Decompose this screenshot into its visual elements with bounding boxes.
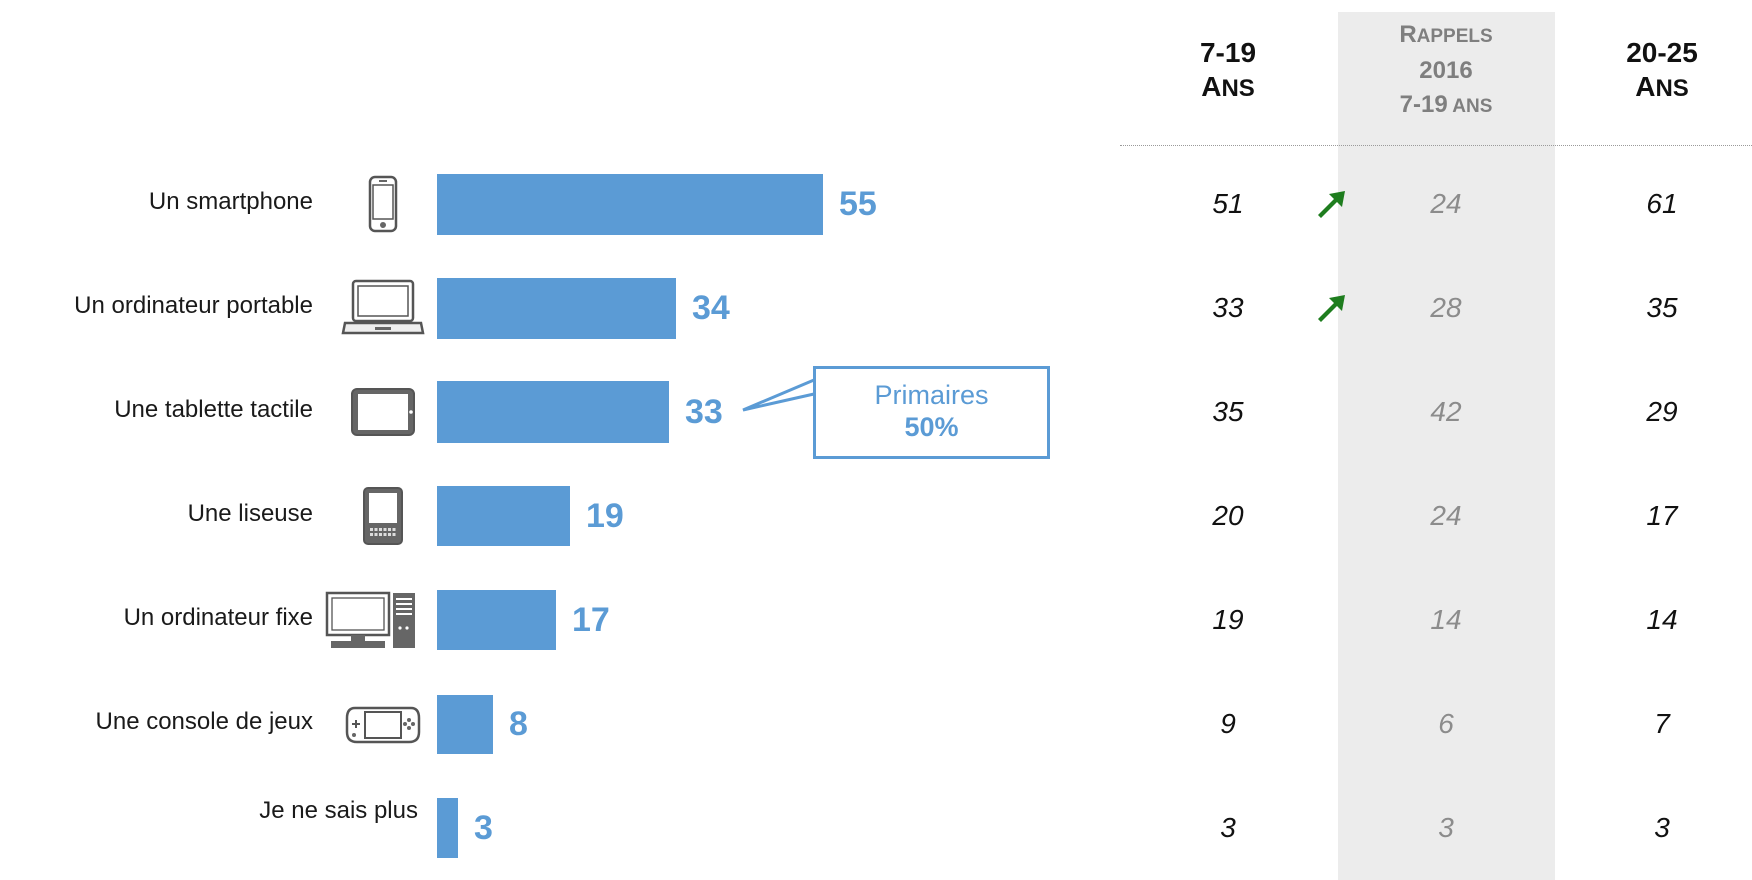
callout-value: 50%	[904, 412, 959, 442]
bar-value-label: 19	[586, 497, 624, 535]
column-header: 7-19 ANS	[1199, 37, 1257, 102]
bar	[437, 798, 458, 858]
bar-value-label: 17	[572, 601, 610, 639]
table-cell: 3	[1220, 812, 1236, 843]
category-label: Un ordinateur portable	[74, 292, 313, 319]
bar	[437, 173, 823, 235]
table-cell: 3	[1654, 812, 1670, 843]
game-console-icon	[345, 702, 421, 751]
bar	[437, 381, 669, 443]
bar-value-label: 34	[692, 289, 730, 327]
table-cell: 42	[1430, 396, 1462, 427]
category-label: Je ne sais plus	[259, 797, 418, 824]
recall-2016-column-band	[1338, 12, 1555, 880]
bar-value-label: 3	[474, 809, 493, 847]
bar-value-label: 8	[509, 705, 528, 743]
bar-value-label: 33	[685, 393, 723, 431]
table-cell: 6	[1438, 708, 1454, 739]
table-cell: 19	[1212, 604, 1244, 635]
table-cell: 33	[1212, 292, 1244, 323]
bar-value-label: 55	[839, 185, 877, 223]
table-cell: 28	[1430, 292, 1462, 323]
tablet-icon	[350, 387, 416, 442]
table-cell: 29	[1646, 396, 1678, 427]
table-cell: 24	[1430, 188, 1462, 219]
table-cell: 35	[1212, 396, 1244, 427]
desktop-computer-icon	[325, 590, 417, 655]
trend-up-arrow-icon	[1318, 295, 1345, 322]
table-cell: 61	[1646, 188, 1678, 219]
category-label: Un ordinateur fixe	[123, 604, 313, 631]
table-cell: 14	[1646, 604, 1678, 635]
category-label: Un smartphone	[148, 188, 313, 215]
table-cell: 9	[1220, 708, 1236, 739]
ereader-icon	[362, 486, 404, 551]
header-divider	[1120, 145, 1752, 146]
table-cell: 17	[1646, 500, 1678, 531]
table-cell: 20	[1212, 500, 1244, 531]
bar	[437, 486, 570, 546]
table-cell: 35	[1646, 292, 1678, 323]
table-cell: 24	[1430, 500, 1462, 531]
bar	[437, 590, 556, 650]
smartphone-icon	[368, 175, 398, 238]
category-label: Une liseuse	[187, 500, 313, 527]
callout-primaires: Primaires 50%	[813, 366, 1050, 459]
column-header: RAPPELS 2016 7-19 ANS	[1399, 21, 1493, 118]
bar	[437, 694, 493, 754]
callout-pointer	[742, 378, 815, 412]
laptop-icon	[341, 278, 425, 343]
table-cell: 7	[1654, 708, 1670, 739]
category-label: Une console de jeux	[95, 708, 313, 735]
table-cell: 3	[1438, 812, 1454, 843]
column-header: 20-25 ANS	[1626, 37, 1698, 102]
trend-up-arrow-icon	[1318, 191, 1345, 218]
table-cell: 14	[1430, 604, 1462, 635]
table-cell: 51	[1212, 188, 1244, 219]
bar	[437, 277, 676, 339]
callout-label: Primaires	[874, 380, 989, 410]
category-label: Une tablette tactile	[114, 396, 313, 423]
